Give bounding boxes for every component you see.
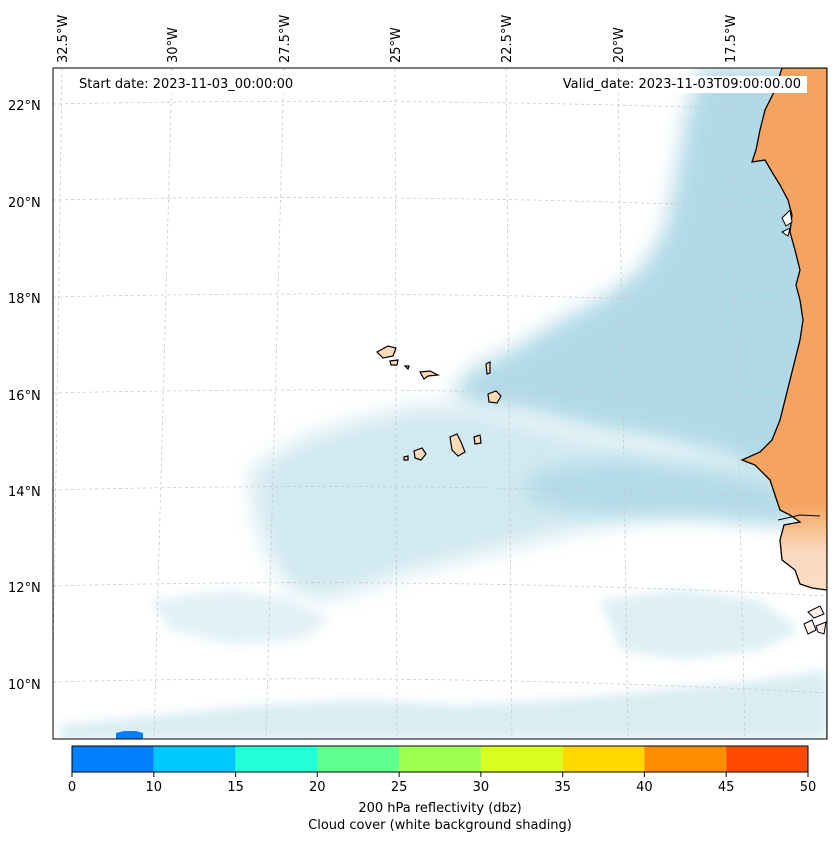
cloud-streak-south	[60, 670, 827, 739]
reflectivity-echo	[116, 731, 143, 739]
lat-label-2: 20°N	[8, 196, 41, 211]
latitude-labels: 22°N 20°N 18°N 16°N 14°N 12°N 10°N	[8, 99, 41, 693]
colorbar-seg-15-20	[235, 746, 318, 772]
start-date-label: Start date: 2023-11-03_00:00:00	[73, 76, 300, 93]
colorbar-tick-35: 35	[554, 780, 571, 795]
colorbar-tick-15: 15	[227, 780, 244, 795]
lat-label-6: 12°N	[8, 581, 41, 596]
colorbar-tick-40: 40	[636, 780, 653, 795]
colorbar-tick-25: 25	[390, 780, 408, 795]
colorbar-tick-45: 45	[717, 780, 735, 795]
lon-label-2: 30°W	[166, 27, 181, 63]
colorbar-seg-30-35	[480, 746, 563, 772]
lon-label-1: 32.5°W	[56, 15, 71, 63]
map-panel	[53, 68, 827, 739]
cloud-band-north	[450, 68, 827, 470]
valid-date-label: Valid_date: 2023-11-03T09:00:00.00	[556, 76, 807, 93]
colorbar-ticks	[71, 772, 809, 777]
cloud-streak-sw	[150, 590, 330, 645]
lat-label-4: 16°N	[8, 389, 41, 404]
coast-bissagos-2	[803, 619, 817, 635]
colorbar-seg-25-30	[399, 746, 481, 772]
island-maio	[473, 434, 482, 445]
lon-label-5: 22.5°W	[500, 15, 515, 63]
cloud-band-central	[250, 405, 800, 600]
island-santiago	[449, 433, 466, 457]
island-santo-antao	[376, 345, 397, 359]
colorbar-seg-20-25	[317, 746, 400, 772]
lat-label-3: 18°N	[8, 292, 41, 307]
colorbar-frame	[71, 745, 809, 773]
colorbar-tick-30: 30	[472, 780, 490, 795]
colorbar-seg-45-50	[726, 746, 808, 772]
island-sao-vicente	[389, 359, 399, 366]
colorbar-seg-35-40	[562, 746, 645, 772]
coast-bissagos-3	[815, 621, 827, 635]
colorbar-tick-50: 50	[799, 780, 817, 795]
coast-inlet-1	[781, 208, 793, 227]
africa-coastline	[740, 68, 827, 739]
colorbar-tick-0: 0	[67, 780, 77, 795]
colorbar-seg-0-10	[72, 746, 154, 772]
map-frame	[52, 67, 828, 740]
graticule	[53, 68, 827, 739]
island-santa-luzia	[403, 365, 410, 371]
colorbar	[71, 745, 809, 777]
coast-inlet-2	[781, 227, 791, 237]
lat-label-1: 22°N	[8, 99, 41, 114]
island-brava	[403, 455, 409, 461]
island-sao-nicolau	[419, 370, 441, 380]
colorbar-tick-10: 10	[145, 780, 163, 795]
lat-label-5: 14°N	[8, 485, 41, 500]
colorbar-tick-20: 20	[309, 780, 326, 795]
coast-bissagos-1	[807, 605, 825, 619]
island-sal	[485, 361, 491, 375]
lon-label-7: 17.5°W	[724, 15, 739, 63]
longitude-labels: 32.5°W 30°W 27.5°W 25°W 22.5°W 20°W 17.5…	[56, 15, 739, 63]
island-boa-vista	[487, 390, 502, 404]
lon-label-3: 27.5°W	[278, 15, 293, 63]
cape-verde-islands	[376, 345, 502, 461]
lon-label-4: 25°W	[389, 27, 404, 63]
cloud-streak-se	[600, 590, 800, 660]
colorbar-sublabel: Cloud cover (white background shading)	[308, 818, 572, 833]
colorbar-label: 200 hPa reflectivity (dbz)	[358, 801, 522, 816]
lon-label-6: 20°W	[612, 27, 627, 63]
island-fogo	[413, 447, 427, 461]
lat-label-7: 10°N	[8, 678, 41, 693]
colorbar-seg-10-15	[153, 746, 236, 772]
gambia-river	[777, 514, 821, 521]
colorbar-seg-40-45	[644, 746, 727, 772]
